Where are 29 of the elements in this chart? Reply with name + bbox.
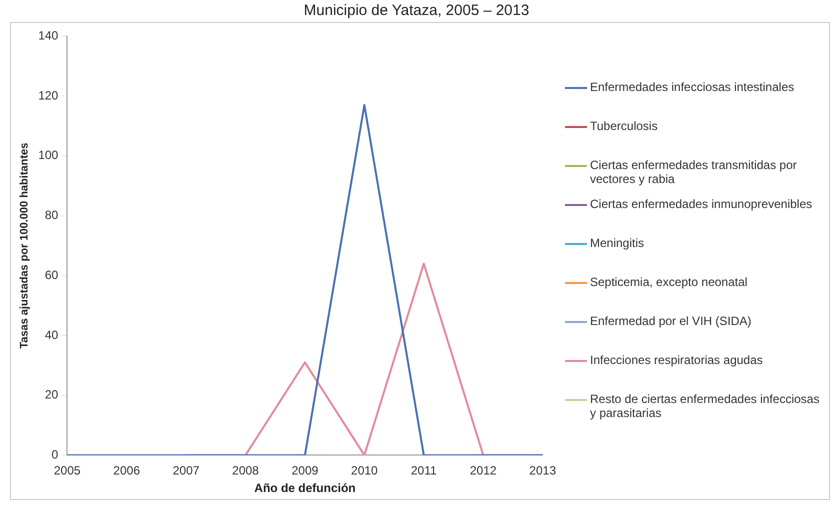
legend-label: Ciertas enfermedades inmunoprevenibles [590, 197, 812, 211]
chart-title: Municipio de Yataza, 2005 – 2013 [302, 2, 530, 19]
x-tick-label: 2013 [529, 464, 556, 478]
x-tick-label: 2008 [232, 464, 260, 478]
y-tick-label: 0 [52, 448, 59, 462]
x-tick-label: 2007 [172, 464, 200, 478]
y-tick-label: 100 [38, 148, 59, 162]
legend-label: Meningitis [590, 236, 644, 250]
legend-label: Enfermedad por el VIH (SIDA) [590, 314, 752, 328]
x-tick-label: 2010 [351, 464, 378, 478]
legend-label: Infecciones respiratorias agudas [590, 353, 763, 367]
y-tick-label: 60 [44, 268, 59, 282]
y-tick-label: 80 [44, 208, 59, 222]
x-axis-title: Año de defunción [254, 481, 356, 496]
y-tick-label: 120 [38, 88, 59, 102]
legend-label: Ciertas enfermedades transmitidas por vectores y rabia [590, 158, 798, 186]
x-tick-label: 2006 [113, 464, 140, 478]
legend-label: Septicemia, excepto neonatal [590, 275, 748, 289]
x-tick-label: 2009 [292, 464, 319, 478]
legend-label: Tuberculosis [590, 119, 658, 133]
legend-label: Resto de ciertas enfermedades infecciosas y parasitarias [590, 392, 820, 420]
x-tick-label: 2005 [54, 464, 81, 478]
x-tick-label: 2012 [470, 464, 497, 478]
y-axis-title: Tasas ajustadas por 100.000 habitantes [18, 142, 31, 349]
x-tick-label: 2011 [410, 464, 438, 478]
y-tick-label: 140 [38, 28, 59, 43]
y-tick-label: 20 [44, 388, 59, 402]
y-tick-label: 40 [44, 328, 59, 342]
legend-label: Enfermedades infecciosas intestinales [590, 80, 794, 94]
